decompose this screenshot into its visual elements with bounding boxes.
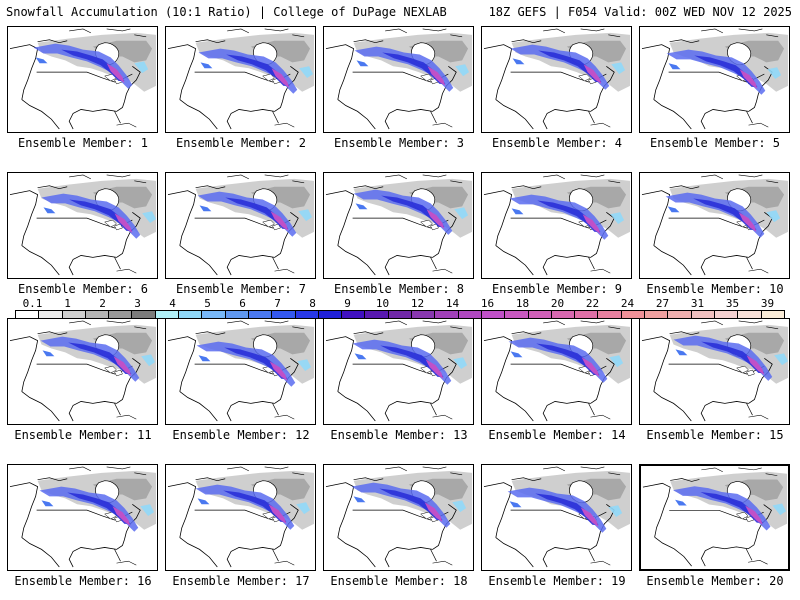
ensemble-member-map[interactable] (481, 26, 632, 133)
ensemble-member-label: Ensemble Member: 18 (330, 574, 468, 588)
colorbar-cell (248, 311, 273, 318)
ensemble-member-label: Ensemble Member: 5 (649, 136, 781, 150)
ensemble-member-label: Ensemble Member: 12 (172, 428, 310, 442)
colorbar-tick-label: 8 (309, 297, 316, 310)
ensemble-member-label: Ensemble Member: 14 (488, 428, 626, 442)
ensemble-member-label: Ensemble Member: 17 (172, 574, 310, 588)
run-valid-time: 18Z GEFS | F054 Valid: 00Z WED NOV 12 20… (488, 5, 792, 19)
colorbar-tick-label: 6 (239, 297, 246, 310)
colorbar-cell (62, 311, 86, 318)
ensemble-member-map[interactable] (165, 318, 316, 425)
map-title: Snowfall Accumulation (10:1 Ratio) | Col… (6, 5, 447, 19)
colorbar-tick-label: 22 (585, 297, 600, 310)
colorbar-cell (458, 311, 482, 318)
colorbar-cell (598, 311, 622, 318)
ensemble-member-label: Ensemble Member: 13 (330, 428, 468, 442)
ensemble-member-label: Ensemble Member: 8 (333, 282, 465, 296)
colorbar-cell (202, 311, 226, 318)
colorbar-cell (318, 311, 343, 318)
colorbar-cell (85, 311, 110, 318)
ensemble-member-label: Ensemble Member: 2 (175, 136, 307, 150)
ensemble-member-label: Ensemble Member: 11 (14, 428, 152, 442)
colorbar-tick-label: 31 (690, 297, 705, 310)
ensemble-member-map[interactable] (323, 172, 474, 279)
colorbar-tick-label: 18 (515, 297, 530, 310)
colorbar-cell (342, 311, 366, 318)
colorbar-cell (481, 311, 506, 318)
colorbar-tick-label: 5 (204, 297, 211, 310)
colorbar-tick-label: 1 (64, 297, 71, 310)
ensemble-member-map[interactable] (639, 464, 790, 571)
colorbar-cell (39, 311, 63, 318)
ensemble-member-label: Ensemble Member: 4 (491, 136, 623, 150)
colorbar-tick-label: 20 (550, 297, 565, 310)
ensemble-member-map[interactable] (323, 26, 474, 133)
colorbar-tick-label: 14 (445, 297, 460, 310)
colorbar-cell (738, 311, 762, 318)
colorbar-cell (761, 311, 784, 318)
colorbar-cell (528, 311, 552, 318)
colorbar-tick-label: 16 (480, 297, 495, 310)
ensemble-member-map[interactable] (639, 318, 790, 425)
colorbar-cell (132, 311, 156, 318)
ensemble-member-map[interactable] (165, 464, 316, 571)
ensemble-member-map[interactable] (481, 318, 632, 425)
colorbar-cell (109, 311, 133, 318)
colorbar-tick-label: 12 (410, 297, 425, 310)
ensemble-member-map[interactable] (7, 26, 158, 133)
colorbar-tick-label: 7 (274, 297, 281, 310)
ensemble-member-label: Ensemble Member: 19 (488, 574, 626, 588)
colorbar-cell (16, 311, 40, 318)
ensemble-member-map[interactable] (639, 172, 790, 279)
ensemble-member-label: Ensemble Member: 7 (175, 282, 307, 296)
ensemble-member-label: Ensemble Member: 9 (491, 282, 623, 296)
colorbar-tick-label: 10 (375, 297, 390, 310)
colorbar-cell (295, 311, 319, 318)
colorbar-cell (505, 311, 529, 318)
colorbar-cell (155, 311, 180, 318)
ensemble-member-label: Ensemble Member: 10 (646, 282, 784, 296)
colorbar-tick-label: 39 (760, 297, 775, 310)
ensemble-member-map[interactable] (323, 464, 474, 571)
ensemble-member-map[interactable] (481, 464, 632, 571)
ensemble-member-map[interactable] (481, 172, 632, 279)
colorbar-cell (388, 311, 413, 318)
colorbar-cell (412, 311, 436, 318)
ensemble-member-label: Ensemble Member: 16 (14, 574, 152, 588)
colorbar-tick-label: 24 (620, 297, 635, 310)
snowfall-colorbar (15, 310, 785, 319)
colorbar-tick-label: 9 (344, 297, 351, 310)
ensemble-member-label: Ensemble Member: 20 (646, 574, 784, 588)
colorbar-cell (621, 311, 646, 318)
colorbar-cell (575, 311, 599, 318)
colorbar-tick-label: 3 (134, 297, 141, 310)
colorbar-cell (714, 311, 739, 318)
colorbar-tick-labels: 0.1 1 2 3 4 5 6 7 8 9 10 12 14 16 18 20 22 24 27 31 35 39 (15, 297, 785, 310)
colorbar-tick-label: 0.1 (22, 297, 43, 310)
ensemble-member-label: Ensemble Member: 6 (17, 282, 149, 296)
colorbar-tick-label: 27 (655, 297, 670, 310)
colorbar-cell (179, 311, 203, 318)
colorbar-cell (551, 311, 576, 318)
ensemble-member-label: Ensemble Member: 3 (333, 136, 465, 150)
ensemble-member-map[interactable] (323, 318, 474, 425)
ensemble-member-label: Ensemble Member: 1 (17, 136, 149, 150)
colorbar-cell (365, 311, 389, 318)
colorbar-cell (272, 311, 296, 318)
ensemble-member-map[interactable] (7, 318, 158, 425)
colorbar-tick-label: 2 (99, 297, 106, 310)
colorbar-tick-label: 4 (169, 297, 176, 310)
colorbar-cell (668, 311, 692, 318)
ensemble-member-map[interactable] (165, 172, 316, 279)
ensemble-member-label: Ensemble Member: 15 (646, 428, 784, 442)
ensemble-member-map[interactable] (7, 464, 158, 571)
colorbar-cell (691, 311, 715, 318)
ensemble-member-map[interactable] (165, 26, 316, 133)
ensemble-member-map[interactable] (639, 26, 790, 133)
colorbar-cell (435, 311, 459, 318)
ensemble-member-map[interactable] (7, 172, 158, 279)
colorbar-tick-label: 35 (725, 297, 740, 310)
colorbar-cell (225, 311, 249, 318)
colorbar-cell (645, 311, 669, 318)
